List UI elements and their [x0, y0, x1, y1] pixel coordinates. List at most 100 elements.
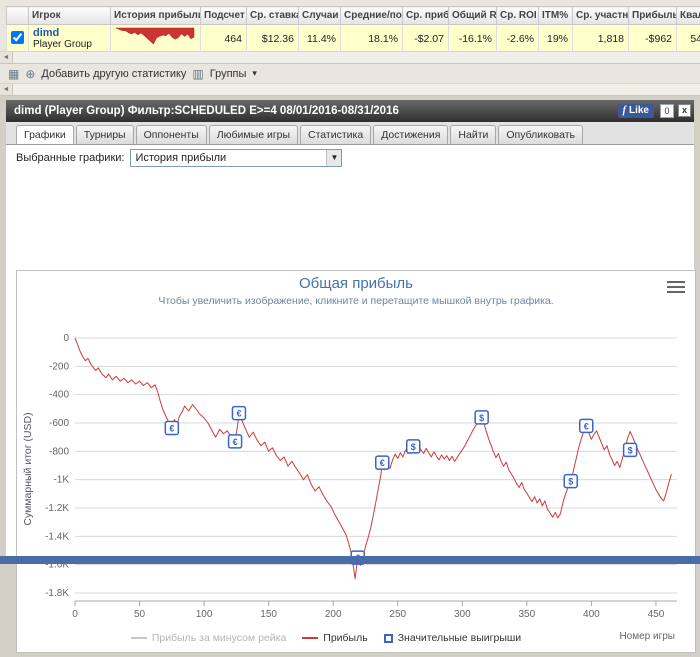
- svg-text:300: 300: [454, 609, 471, 620]
- cell-player: dimd Player Group: [29, 25, 111, 53]
- svg-text:0: 0: [63, 333, 69, 344]
- header-avg-pos[interactable]: Средние/поз: [341, 7, 403, 25]
- tab-find[interactable]: Найти: [450, 125, 496, 144]
- svg-text:-600: -600: [49, 418, 69, 429]
- bottom-scroll-strip[interactable]: [0, 556, 700, 564]
- cell-total-roi: -16.1%: [449, 25, 497, 53]
- panel-title: dimd (Player Group) Фильтр:SCHEDULED E>=…: [14, 105, 399, 117]
- header-profit[interactable]: Прибыль: [629, 7, 677, 25]
- svg-text:-1.4K: -1.4K: [45, 531, 69, 542]
- tab-achievements[interactable]: Достижения: [373, 125, 448, 144]
- add-statistic-button[interactable]: Добавить другую статистику: [41, 68, 186, 80]
- secondary-hscrollbar[interactable]: ◄: [0, 83, 700, 96]
- add-icon[interactable]: ⊕: [25, 68, 35, 80]
- tab-tournaments[interactable]: Турниры: [76, 125, 134, 144]
- table-row[interactable]: dimd Player Group 464 $12.36 11.4% 18.1%…: [7, 25, 700, 53]
- svg-text:-1.2K: -1.2K: [45, 503, 69, 514]
- header-itm[interactable]: ITM%: [539, 7, 573, 25]
- svg-text:-400: -400: [49, 390, 69, 401]
- tab-bar: Графики Турниры Оппоненты Любимые игры С…: [6, 122, 694, 145]
- cell-sparkline[interactable]: [111, 25, 201, 53]
- header-checkbox-col: [7, 7, 29, 25]
- gray-line-swatch: [131, 637, 147, 639]
- groups-icon: ▥: [192, 68, 203, 80]
- chart-type-select[interactable]: История прибыли ▼: [130, 149, 342, 167]
- profit-chart[interactable]: 0-200-400-600-800-1K-1.2K-1.4K-1.6K-1.8K…: [16, 270, 696, 653]
- svg-text:$: $: [479, 413, 484, 423]
- tab-opponents[interactable]: Оппоненты: [136, 125, 207, 144]
- stats-table: Игрок История прибыли Подсчет Ср. ставка…: [6, 6, 700, 53]
- svg-text:$: $: [628, 445, 633, 455]
- select-arrow-icon: ▼: [326, 150, 341, 166]
- header-profit-history[interactable]: История прибыли: [111, 7, 201, 25]
- header-count[interactable]: Подсчет: [201, 7, 247, 25]
- red-line-swatch: [302, 637, 318, 639]
- svg-text:€: €: [236, 409, 241, 419]
- svg-text:$: $: [568, 477, 573, 487]
- legend-label: Прибыль: [323, 632, 367, 644]
- scroll-left-icon[interactable]: ◄: [0, 84, 13, 95]
- chart-legend: Прибыль за минусом рейка Прибыль Значите…: [17, 632, 635, 644]
- header-qual[interactable]: Квал: [677, 7, 700, 25]
- svg-text:Суммарный итог (USD): Суммарный итог (USD): [22, 412, 34, 525]
- table-header-row: Игрок История прибыли Подсчет Ср. ставка…: [7, 7, 700, 25]
- svg-text:150: 150: [260, 609, 277, 620]
- svg-text:-200: -200: [49, 361, 69, 372]
- header-avg-roi[interactable]: Ср. ROI: [497, 7, 539, 25]
- blue-square-swatch: [384, 634, 393, 643]
- cell-profit: -$962: [629, 25, 677, 53]
- svg-text:400: 400: [583, 609, 600, 620]
- header-avg-profit[interactable]: Ср. приб: [403, 7, 449, 25]
- svg-text:250: 250: [389, 609, 406, 620]
- cell-qual: 54: [677, 25, 700, 53]
- header-cases[interactable]: Случаи: [299, 7, 341, 25]
- tab-charts[interactable]: Графики: [16, 125, 74, 144]
- player-type: Player Group: [33, 39, 106, 50]
- legend-label: Прибыль за минусом рейка: [152, 632, 286, 644]
- legend-item-significant-wins[interactable]: Значительные выигрыши: [384, 632, 521, 644]
- cell-avg-pos: 18.1%: [341, 25, 403, 53]
- like-count-badge: 0: [660, 104, 674, 118]
- like-label: Like: [629, 104, 649, 118]
- legend-item-profit-minus-rake[interactable]: Прибыль за минусом рейка: [131, 632, 286, 644]
- svg-text:-1K: -1K: [53, 475, 69, 486]
- cell-avg-entrants: 1,818: [573, 25, 629, 53]
- legend-item-profit[interactable]: Прибыль: [302, 632, 367, 644]
- tab-publish[interactable]: Опубликовать: [498, 125, 583, 144]
- svg-text:€: €: [380, 458, 385, 468]
- panel-header: dimd (Player Group) Фильтр:SCHEDULED E>=…: [6, 100, 694, 122]
- facebook-icon: f: [623, 104, 626, 118]
- facebook-like-button[interactable]: f Like: [618, 104, 654, 118]
- chart-menu-icon[interactable]: [665, 279, 687, 295]
- scroll-left-icon[interactable]: ◄: [0, 52, 13, 63]
- grid-icon[interactable]: ▦: [8, 68, 19, 80]
- header-avg-stake[interactable]: Ср. ставка: [247, 7, 299, 25]
- chevron-down-icon[interactable]: ▾: [252, 68, 257, 79]
- svg-text:-1.8K: -1.8K: [45, 588, 69, 599]
- cell-avg-stake: $12.36: [247, 25, 299, 53]
- header-player[interactable]: Игрок: [29, 7, 111, 25]
- chart-canvas[interactable]: 0-200-400-600-800-1K-1.2K-1.4K-1.6K-1.8K…: [17, 271, 695, 652]
- svg-text:€: €: [584, 421, 589, 431]
- row-checkbox[interactable]: [11, 31, 24, 44]
- tab-statistics[interactable]: Статистика: [300, 125, 371, 144]
- svg-text:450: 450: [648, 609, 665, 620]
- svg-text:-800: -800: [49, 446, 69, 457]
- svg-text:Чтобы увеличить изображение, к: Чтобы увеличить изображение, кликните и …: [158, 295, 553, 307]
- close-icon[interactable]: x: [678, 104, 691, 117]
- groups-button[interactable]: Группы: [210, 68, 247, 80]
- tab-favorite-games[interactable]: Любимые игры: [209, 125, 298, 144]
- profit-sparkline: [115, 26, 195, 48]
- svg-text:50: 50: [134, 609, 146, 620]
- row-checkbox-cell: [7, 25, 29, 53]
- svg-text:200: 200: [325, 609, 342, 620]
- table-hscrollbar[interactable]: ◄: [0, 51, 700, 64]
- player-link[interactable]: dimd: [33, 27, 106, 39]
- selected-charts-label: Выбранные графики:: [16, 152, 124, 164]
- header-total-roi[interactable]: Общий ROI: [449, 7, 497, 25]
- legend-label: Значительные выигрыши: [398, 632, 521, 644]
- cell-itm: 19%: [539, 25, 573, 53]
- svg-text:€: €: [169, 423, 174, 433]
- cell-cases: 11.4%: [299, 25, 341, 53]
- header-avg-entrants[interactable]: Ср. участников: [573, 7, 629, 25]
